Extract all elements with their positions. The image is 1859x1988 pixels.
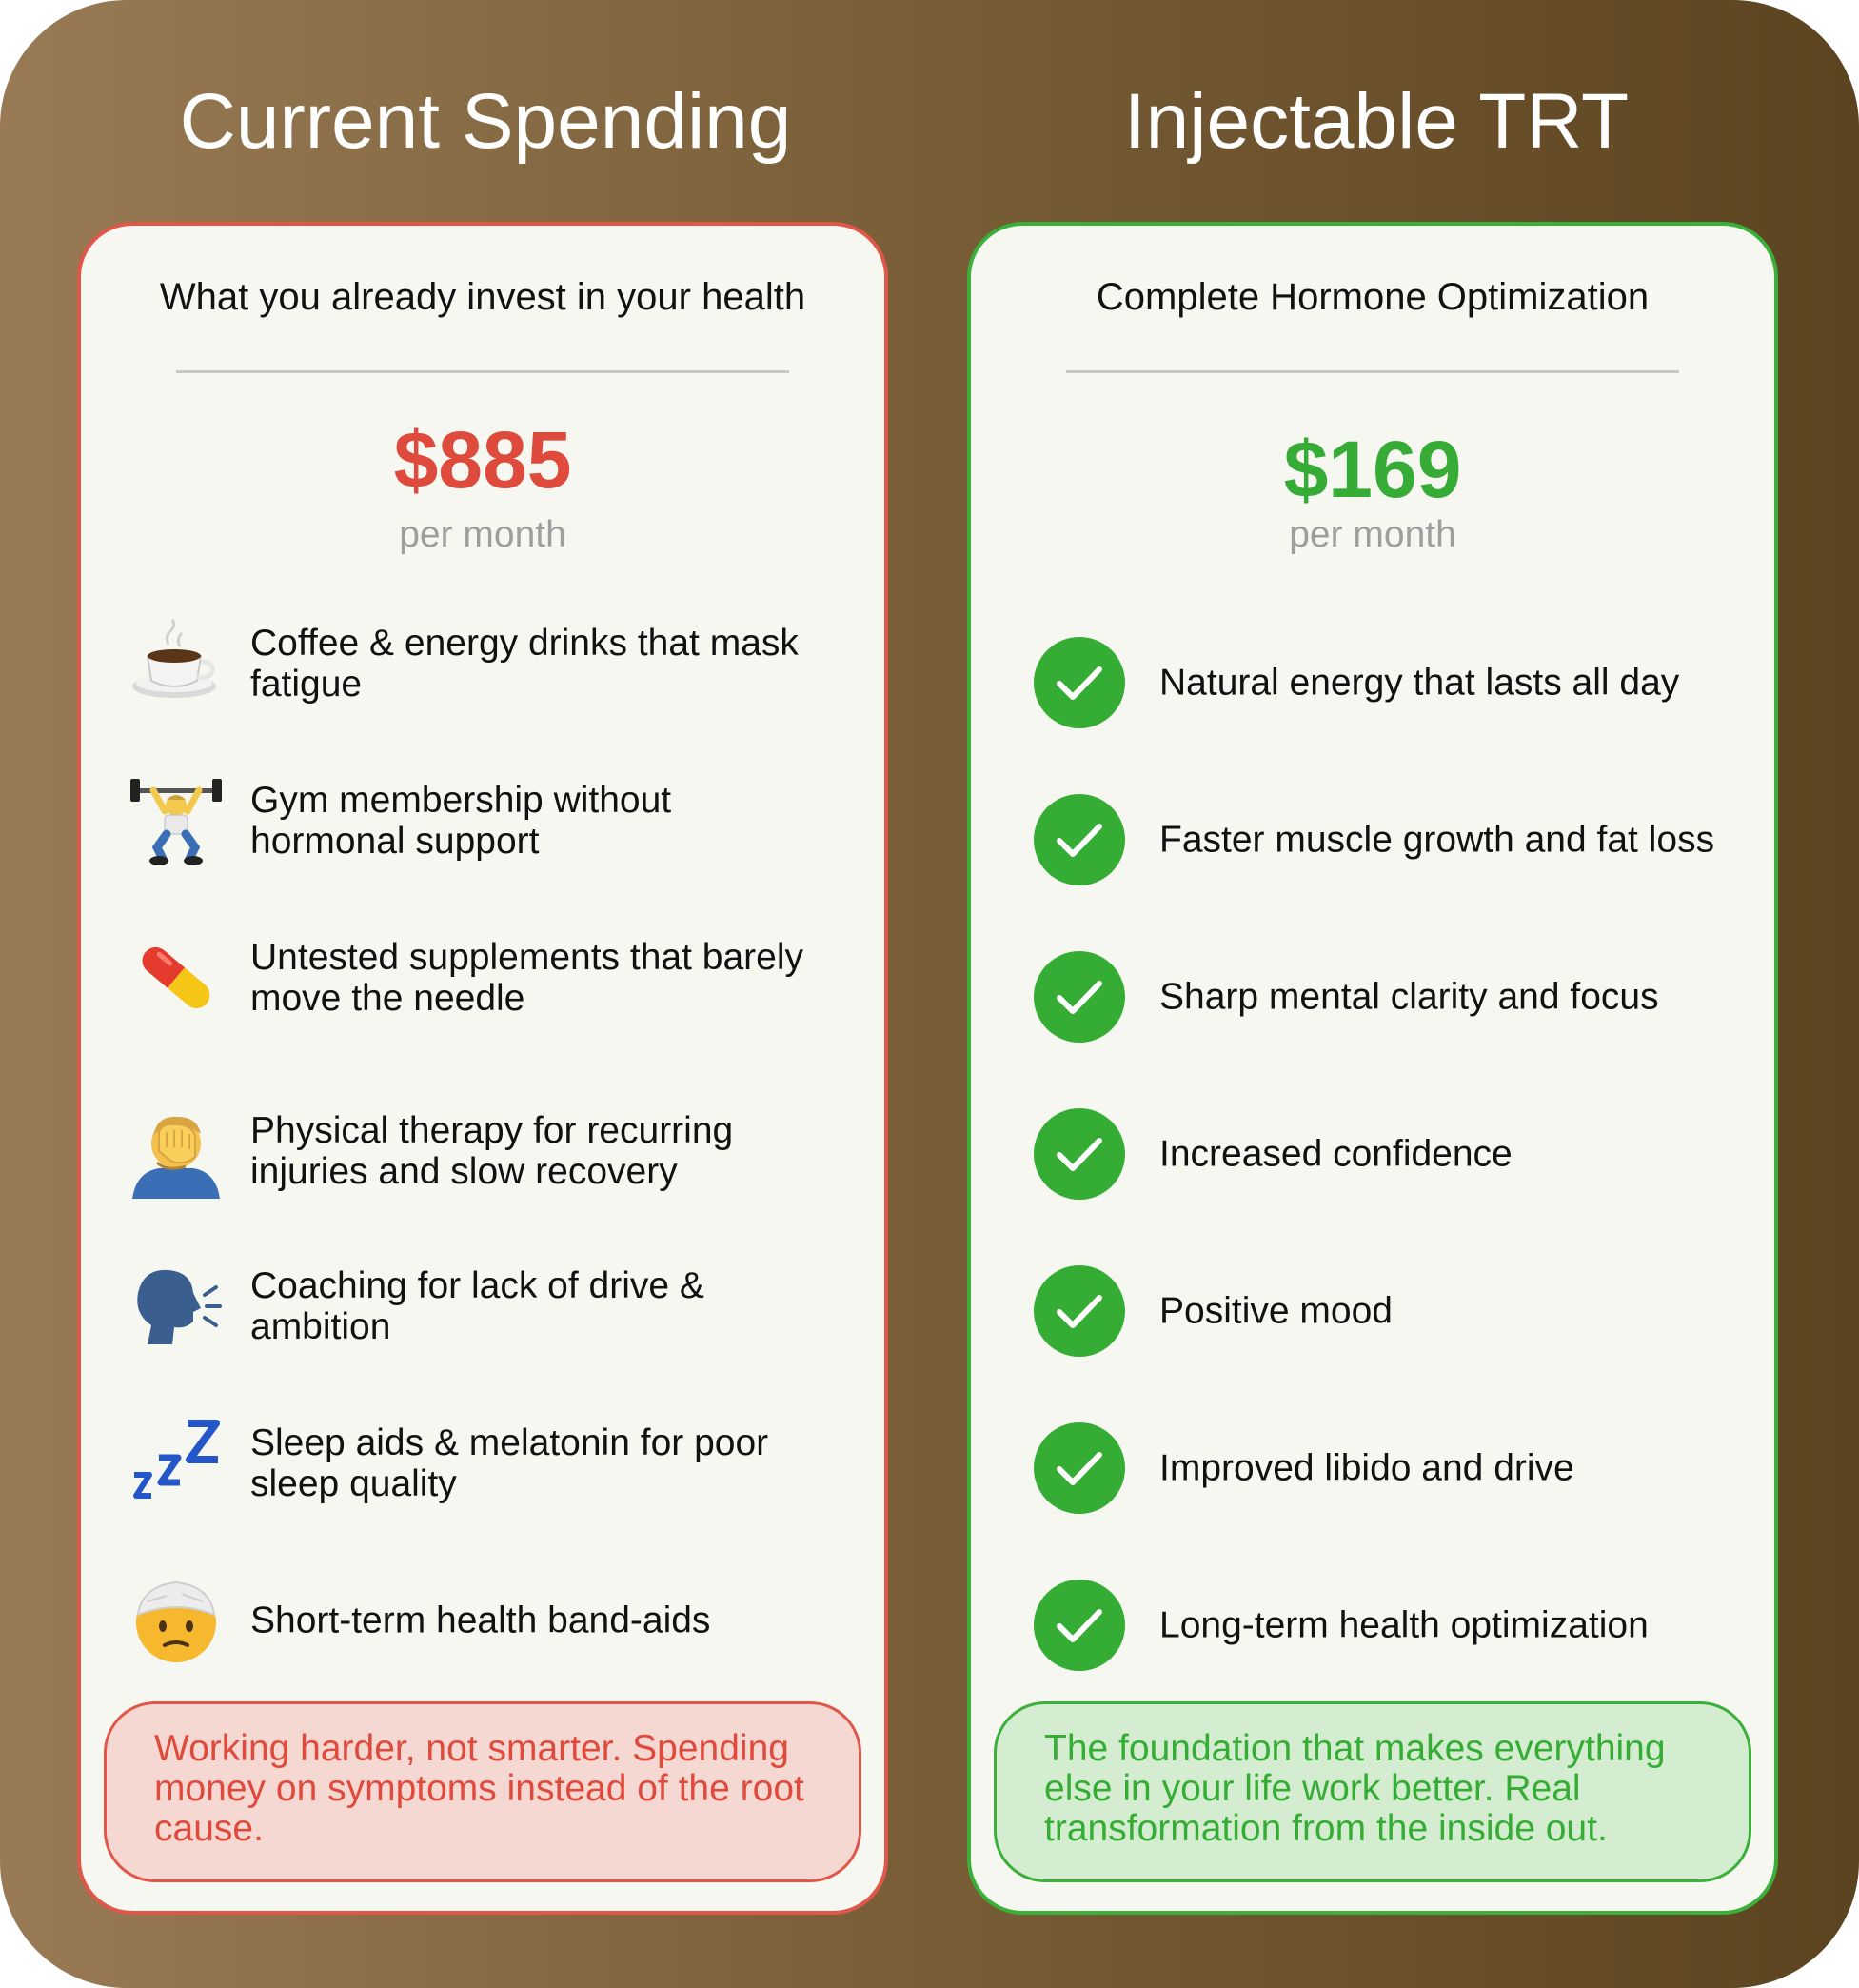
item-text: Increased confidence — [1159, 1133, 1513, 1175]
item-text: Coaching for lack of drive & ambition — [250, 1265, 704, 1347]
head-bandage-icon — [136, 1580, 216, 1662]
list-item: Long-term health optimization — [971, 1568, 1774, 1682]
price-period: per month — [1289, 514, 1456, 555]
list-item: Improved libido and drive — [971, 1411, 1774, 1525]
price: $885 — [393, 415, 572, 505]
check-icon — [1034, 1265, 1125, 1357]
check-icon — [1034, 1422, 1125, 1514]
item-text: Natural energy that lasts all day — [1159, 662, 1680, 704]
item-text: Short-term health band-aids — [250, 1600, 711, 1641]
weightlifter-icon — [130, 779, 222, 865]
injectable-trt-card: Complete Hormone Optimization $169 per m… — [967, 222, 1778, 1915]
right-column-title: Injectable TRT — [1123, 78, 1630, 165]
list-item: Sleep aids & melatonin for poor sleep qu… — [81, 1406, 884, 1521]
list-item: Short-term health band-aids — [81, 1563, 884, 1678]
coffee-icon — [132, 619, 216, 698]
current-spending-card: What you already invest in your health $… — [77, 222, 888, 1915]
card-subtitle: Complete Hormone Optimization — [1096, 276, 1650, 318]
price-period: per month — [399, 514, 566, 555]
facepalm-icon — [132, 1116, 220, 1199]
divider — [1066, 370, 1679, 373]
benefit-note: The foundation that makes everything els… — [994, 1701, 1751, 1882]
zzz-icon — [133, 1420, 220, 1499]
list-item: Natural energy that lasts all day — [971, 626, 1774, 740]
list-item: Coffee & energy drinks that mask fatigue — [81, 606, 884, 721]
warning-note: Working harder, not smarter. Spending mo… — [104, 1701, 861, 1882]
card-subtitle: What you already invest in your health — [159, 276, 806, 318]
list-item: Positive mood — [971, 1254, 1774, 1368]
check-icon — [1034, 794, 1125, 885]
item-text: Physical therapy for recurring injuries … — [250, 1110, 734, 1192]
item-text: Positive mood — [1159, 1290, 1393, 1332]
divider — [176, 370, 789, 373]
item-text: Untested supplements that barely move th… — [250, 937, 804, 1019]
item-text: Improved libido and drive — [1159, 1447, 1574, 1489]
item-text: Gym membership without hormonal support — [250, 780, 672, 862]
left-column-title: Current Spending — [179, 78, 792, 165]
list-item: Increased confidence — [971, 1097, 1774, 1211]
check-icon — [1034, 637, 1125, 728]
list-item: Sharp mental clarity and focus — [971, 940, 1774, 1054]
check-icon — [1034, 1108, 1125, 1200]
price: $169 — [1283, 425, 1462, 514]
list-item: Faster muscle growth and fat loss — [971, 783, 1774, 897]
list-item: Physical therapy for recurring injuries … — [81, 1094, 884, 1208]
list-item: Coaching for lack of drive & ambition — [81, 1249, 884, 1363]
check-icon — [1034, 951, 1125, 1043]
item-text: Long-term health optimization — [1159, 1604, 1649, 1646]
list-item: Untested supplements that barely move th… — [81, 921, 884, 1035]
item-text: Sleep aids & melatonin for poor sleep qu… — [250, 1422, 769, 1504]
speaking-head-icon — [137, 1269, 222, 1344]
item-text: Faster muscle growth and fat loss — [1159, 819, 1715, 861]
pill-icon — [142, 947, 210, 1008]
list-item: Gym membership without hormonal support — [81, 764, 884, 878]
item-text: Sharp mental clarity and focus — [1159, 976, 1659, 1018]
item-text: Coffee & energy drinks that mask fatigue — [250, 623, 799, 705]
check-icon — [1034, 1580, 1125, 1671]
